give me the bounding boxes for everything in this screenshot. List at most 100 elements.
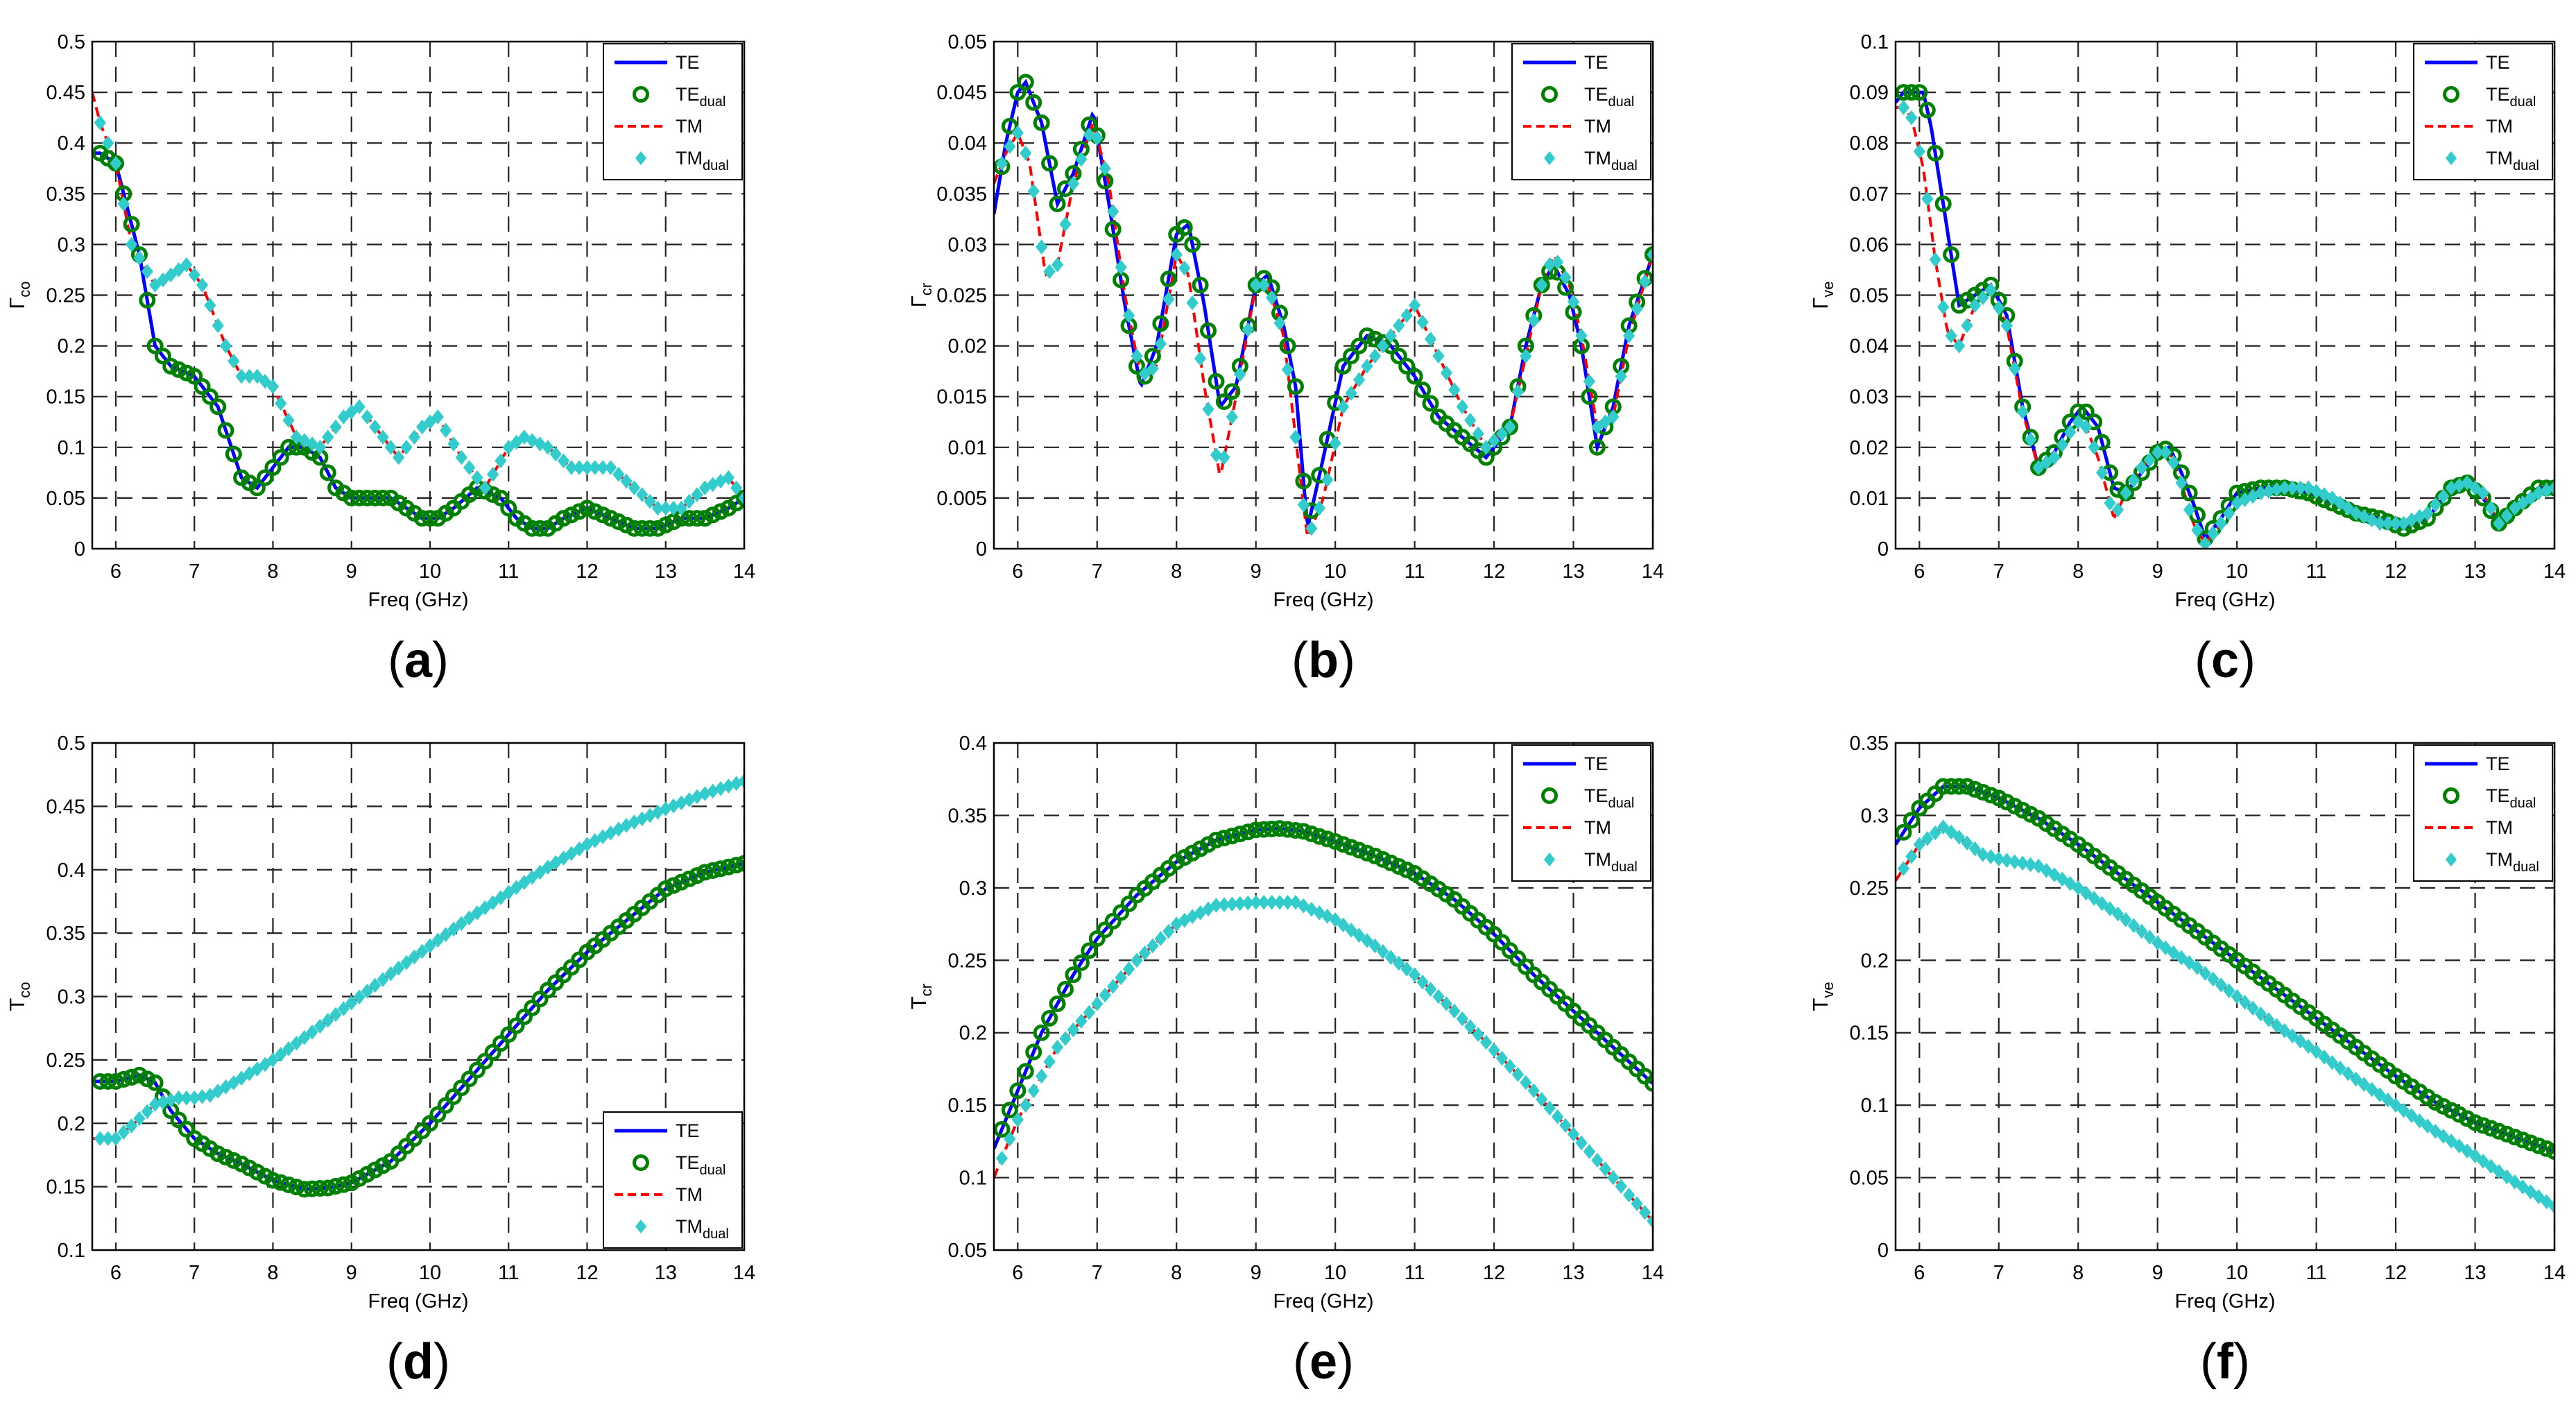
marker-tm-dual [1027, 183, 1040, 199]
marker-tm-dual [1384, 328, 1397, 343]
legend-label: TE [1584, 753, 1608, 774]
legend-symbol [2443, 86, 2459, 103]
marker-tm-dual [1638, 1204, 1651, 1220]
marker-tm-dual [1393, 955, 1405, 971]
chart-panel-d: 6 7 8 9 10 11 12 13 14 0.1 0.15 0.2 0.25 0.3 0.35 0.4 0.… [5, 733, 755, 1390]
marker-tm-dual [2009, 854, 2021, 870]
y-tick-label: 0.06 [1850, 234, 1889, 256]
marker-te-dual [201, 388, 218, 405]
marker-tm-dual [1107, 979, 1119, 994]
marker-tm-dual [102, 1131, 114, 1146]
y-tick-label: 0.1 [58, 1240, 85, 1262]
x-tick-label: 7 [1993, 1262, 2004, 1284]
marker-tm-dual [1448, 1003, 1461, 1019]
marker-tm-dual [2373, 515, 2386, 531]
marker-tm-dual [1361, 933, 1373, 948]
marker-tm-dual [1036, 239, 1048, 255]
marker-tm-dual [479, 480, 491, 496]
marker-tm-dual [1527, 1083, 1540, 1099]
legend-label: TM [2486, 116, 2513, 137]
marker-te-dual [2435, 1097, 2452, 1115]
marker-te-dual [563, 506, 580, 524]
marker-tm-dual [1456, 399, 1468, 415]
marker-tm-dual [2477, 485, 2489, 501]
marker-tm-dual [1313, 500, 1325, 516]
marker-te-dual [1001, 1102, 1018, 1119]
legend-symbol [633, 1154, 649, 1171]
marker-tm-dual [1527, 313, 1540, 328]
marker-te-dual [1223, 828, 1241, 845]
marker-tm-dual [188, 267, 200, 283]
marker-te-dual [1065, 966, 1082, 984]
marker-tm-dual [502, 884, 515, 900]
marker-tm-dual [2310, 484, 2323, 499]
marker-tm-dual [2294, 480, 2307, 496]
marker-tm-dual [2326, 490, 2339, 506]
marker-te-dual [618, 516, 635, 533]
marker-tm-dual [282, 1041, 295, 1057]
x-tick-label: 13 [2464, 561, 2486, 583]
marker-tm-dual [1615, 368, 1627, 384]
panel-label: (f) [2200, 1334, 2250, 1390]
marker-tm-dual [1075, 1014, 1088, 1029]
y-tick-label: 0.4 [58, 132, 85, 155]
marker-tm-dual [1281, 894, 1294, 910]
marker-te-dual [1104, 221, 1122, 238]
marker-tm-dual [596, 460, 609, 475]
marker-te-dual [994, 1120, 1011, 1138]
marker-tm-dual [1115, 259, 1127, 275]
marker-te-dual [421, 510, 438, 527]
marker-tm-dual [2000, 318, 2013, 334]
marker-tm-dual [2016, 404, 2029, 420]
marker-te-dual [531, 520, 549, 537]
x-tick-label: 9 [2152, 561, 2163, 583]
marker-tm-dual [1591, 419, 1604, 435]
marker-tm-dual [361, 984, 374, 999]
marker-tm-dual [1921, 191, 1934, 207]
marker-tm-dual [1250, 277, 1262, 293]
marker-te-dual [696, 864, 714, 881]
y-tick-label: 0.01 [948, 437, 987, 459]
y-tick-label: 0.35 [46, 923, 85, 945]
marker-tm-dual [337, 1001, 350, 1016]
marker-te-dual [123, 1068, 140, 1086]
marker-te-dual [642, 520, 659, 537]
marker-te-dual [1184, 236, 1201, 253]
marker-tm-dual [1440, 996, 1453, 1011]
marker-te-dual [1896, 84, 1912, 101]
marker-te-dual [2490, 1122, 2507, 1140]
marker-tm-dual [266, 1052, 280, 1068]
marker-te-dual [524, 520, 541, 537]
marker-te-dual [272, 1174, 289, 1191]
marker-te-dual [1255, 821, 1273, 838]
x-tick-label: 14 [2543, 561, 2566, 583]
marker-tm-dual [471, 905, 483, 921]
x-tick-label: 8 [267, 561, 278, 583]
marker-te-dual [578, 499, 596, 517]
marker-tm-dual [2484, 500, 2498, 516]
x-tick-label: 10 [2226, 1262, 2248, 1284]
marker-tm-dual [259, 373, 271, 389]
legend-label: TEdual [676, 1152, 725, 1178]
marker-tm-dual [1337, 399, 1350, 415]
marker-tm-dual [2159, 940, 2172, 956]
y-tick-label: 0.08 [1850, 132, 1889, 155]
marker-tm-dual [2104, 901, 2116, 916]
marker-tm-dual [2373, 1087, 2386, 1102]
x-tick-label: 6 [1012, 1262, 1023, 1284]
marker-tm-dual [1424, 332, 1437, 347]
legend-label: TMdual [676, 148, 729, 173]
plot-frame [1894, 742, 2556, 1251]
marker-tm-dual [1194, 351, 1207, 366]
legend-label: TMdual [2486, 148, 2539, 173]
marker-tm-dual [369, 977, 381, 993]
y-axis-label: Tco [5, 982, 33, 1011]
marker-tm-dual [2350, 1071, 2362, 1087]
marker-tm-dual [1059, 1031, 1072, 1046]
marker-tm-dual [2437, 488, 2450, 504]
marker-tm-dual [1424, 982, 1437, 997]
marker-tm-dual [1400, 307, 1413, 323]
x-tick-label: 9 [1251, 1262, 1262, 1284]
marker-tm-dual [117, 196, 130, 212]
marker-te-dual [99, 1072, 117, 1090]
